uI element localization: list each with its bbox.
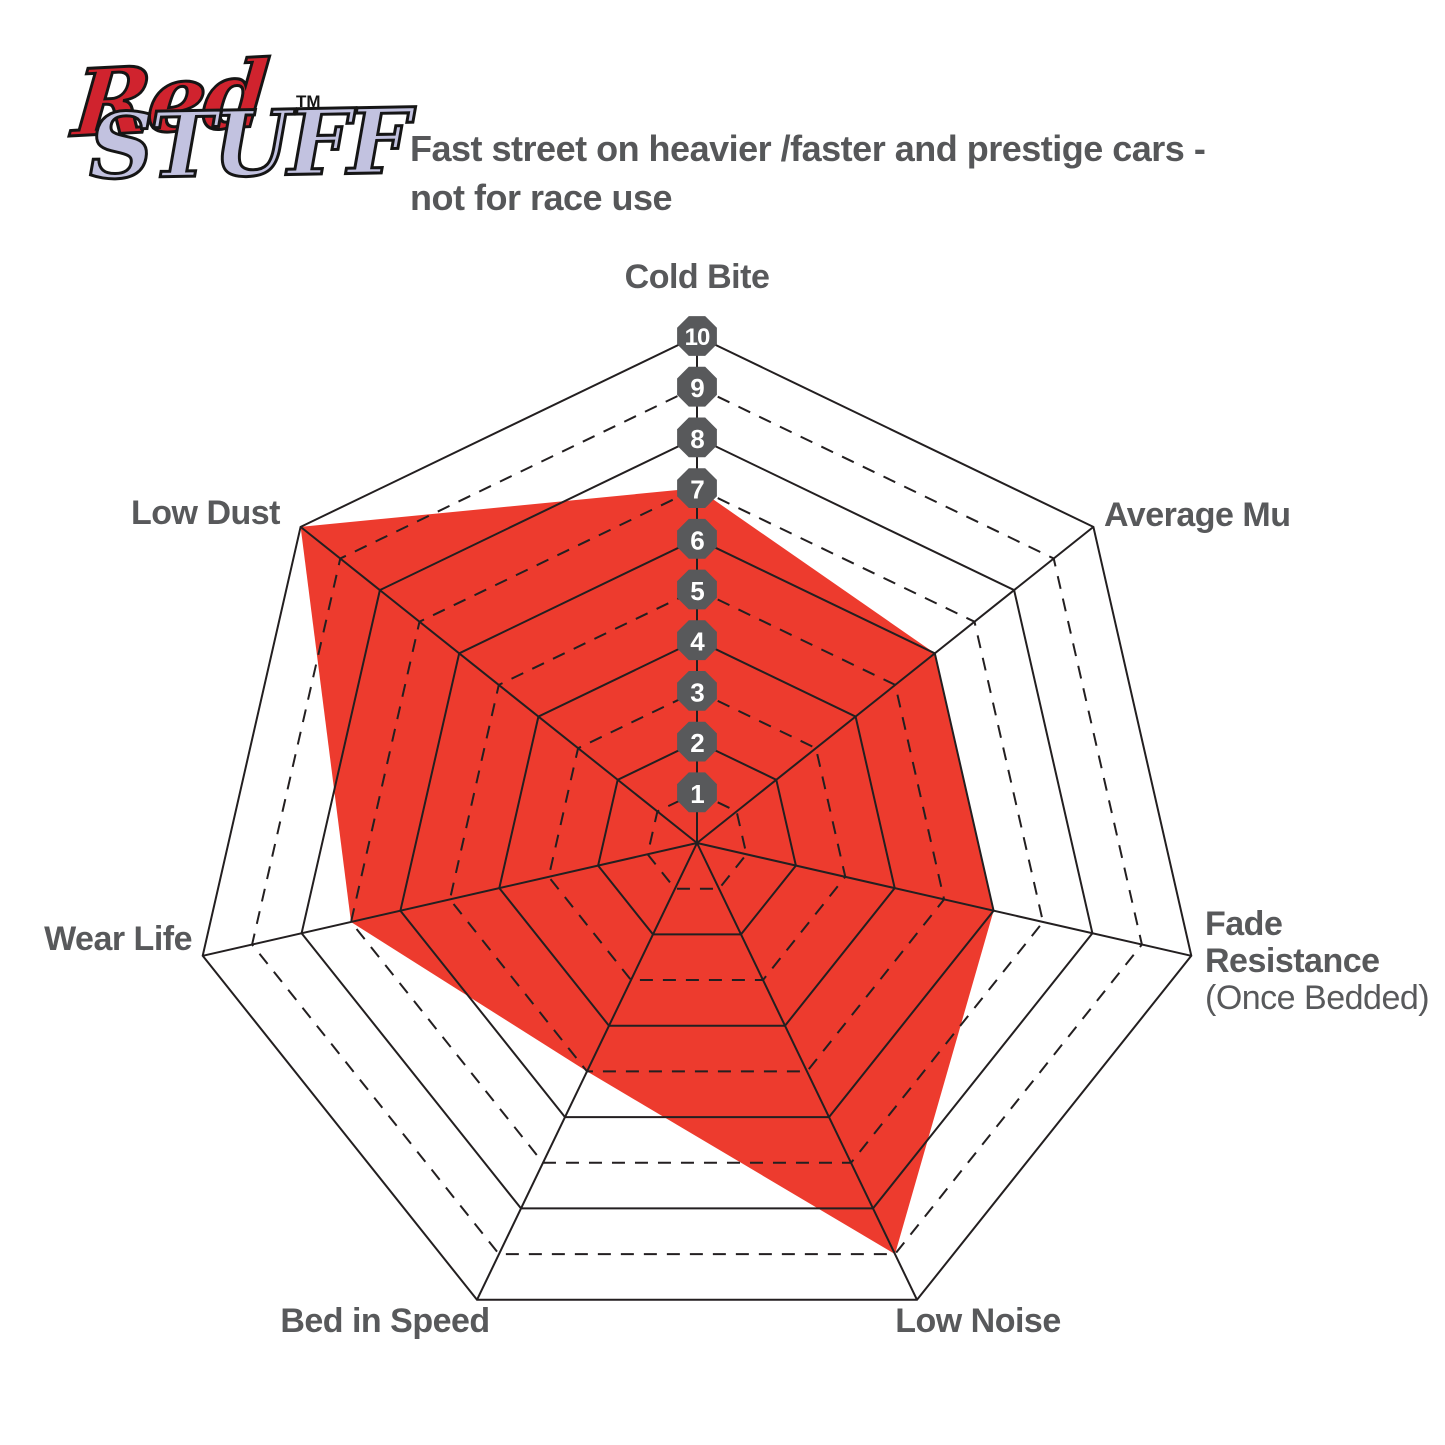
scale-badge-10	[677, 316, 717, 356]
axis-spoke-4	[476, 842, 698, 1301]
axis-label-low-noise: Low Noise	[895, 1302, 1061, 1340]
scale-badge-2	[677, 721, 717, 762]
scale-badge-label-9: 9	[690, 373, 704, 403]
trademark-mark: TM	[296, 92, 321, 111]
scale-badge-label-10: 10	[685, 324, 710, 351]
scale-badge-7	[677, 468, 717, 508]
scale-badge-label-3: 3	[690, 677, 704, 707]
axis-label-cold-bite: Cold Bite	[624, 258, 770, 296]
axis-spoke-3	[696, 842, 918, 1301]
axis-label-wear-life: Wear Life	[44, 920, 192, 958]
subtitle-line-1: Fast street on heavier /faster and prest…	[410, 128, 1206, 169]
scale-badge-label-7: 7	[690, 475, 704, 505]
axis-label-low-dust: Low Dust	[131, 494, 280, 532]
axis-spoke-2	[696, 842, 1192, 957]
scale-badge-6	[677, 518, 717, 559]
scale-badge-label-6: 6	[690, 525, 704, 555]
scale-badge-8	[677, 417, 717, 458]
scale-badge-9	[677, 366, 717, 407]
grid-ring-5	[448, 588, 946, 1073]
grid-ring-10	[201, 334, 1193, 1301]
grid-ring-8	[300, 436, 1094, 1210]
scale-badge-label-8: 8	[690, 424, 704, 454]
fade-label-line1: Fade	[1205, 905, 1283, 943]
scale-badge-label-2: 2	[690, 728, 704, 758]
axis-label-fade-resistance: Fade Resistance (Once Bedded)	[1205, 905, 1430, 1017]
fade-label-line2: Resistance	[1205, 942, 1380, 980]
scale-badge-4	[677, 620, 717, 661]
grid-ring-1	[646, 791, 748, 890]
scale-badge-label-1: 1	[690, 779, 704, 809]
chart-subtitle: Fast street on heavier /faster and prest…	[410, 124, 1206, 222]
grid-ring-9	[251, 385, 1143, 1256]
redstuff-logo: Red STUFF TM	[68, 39, 410, 258]
scale-badge-3	[677, 671, 717, 711]
grid-ring-2	[597, 740, 797, 936]
grid-ring-7	[349, 486, 1045, 1164]
value-polygon	[300, 488, 994, 1255]
scale-badge-5	[677, 569, 717, 610]
scale-badge-1	[677, 772, 717, 813]
axis-spoke-6	[299, 526, 698, 844]
scale-badge-label-5: 5	[690, 576, 704, 606]
grid-ring-4	[498, 639, 896, 1027]
subtitle-line-2: not for race use	[410, 177, 673, 218]
axis-label-average-mu: Average Mu	[1104, 496, 1291, 534]
axis-label-bed-in-speed: Bed in Speed	[280, 1302, 490, 1340]
grid-ring-3	[547, 689, 847, 981]
grid-ring-6	[399, 537, 995, 1119]
axis-spoke-5	[202, 842, 698, 957]
fade-label-line3: (Once Bedded)	[1205, 979, 1430, 1017]
axis-spoke-1	[696, 526, 1095, 844]
scale-badge-label-4: 4	[690, 627, 705, 657]
